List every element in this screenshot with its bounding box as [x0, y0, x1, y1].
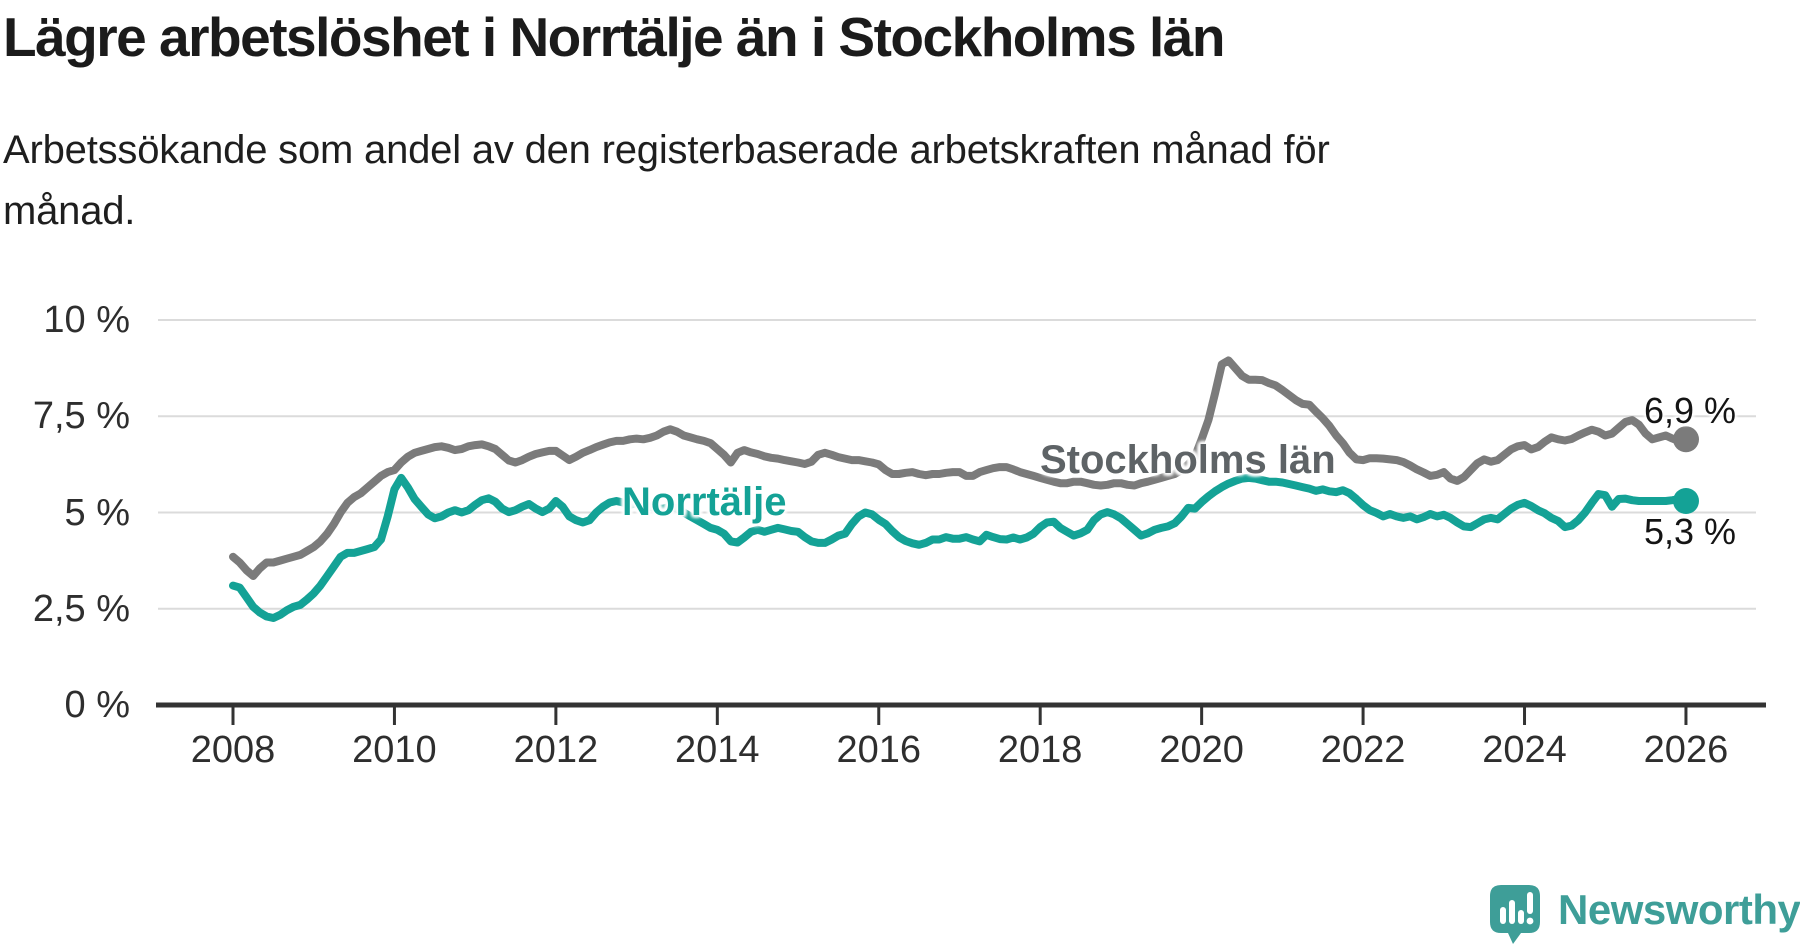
end-value-label-norrtalje: 5,3 %: [1644, 511, 1737, 552]
x-axis-tick-label: 2024: [1482, 729, 1567, 771]
x-axis-tick-label: 2020: [1159, 729, 1244, 771]
end-value-label-stockholms-lan: 6,9 %: [1644, 390, 1737, 431]
x-axis-tick-label: 2018: [997, 729, 1083, 771]
chart-subtitle: Arbetssökande som andel av den registerb…: [3, 128, 1330, 233]
x-axis-tick-label: 2016: [836, 729, 922, 771]
newsworthy-speech-bubble-bar-chart-icon: [1490, 885, 1540, 944]
newsworthy-logo-text: Newsworthy: [1558, 886, 1800, 933]
y-axis-tick-label: 0 %: [64, 684, 130, 726]
x-axis-tick-label: 2008: [190, 729, 276, 771]
series-label-norrtalje: Norrtälje: [622, 480, 787, 524]
x-axis-tick-label: 2012: [513, 729, 599, 771]
x-axis-tick-label: 2022: [1320, 729, 1406, 771]
x-axis-tick-label: 2010: [352, 729, 437, 771]
y-axis-tick-label: 5 %: [64, 491, 130, 534]
newsworthy-logo: Newsworthy: [1489, 884, 1800, 946]
chart-title: Lägre arbetslöshet i Norrtälje än i Stoc…: [3, 6, 1225, 68]
y-axis-tick-label: 7,5 %: [32, 395, 130, 438]
series-label-stockholms-lan: Stockholms län: [1040, 438, 1336, 482]
y-axis-tick-label: 10 %: [43, 299, 130, 341]
x-axis-tick-label: 2026: [1643, 729, 1729, 771]
y-axis-tick-label: 2,5 %: [32, 587, 130, 630]
x-axis-tick-label: 2014: [675, 729, 760, 771]
